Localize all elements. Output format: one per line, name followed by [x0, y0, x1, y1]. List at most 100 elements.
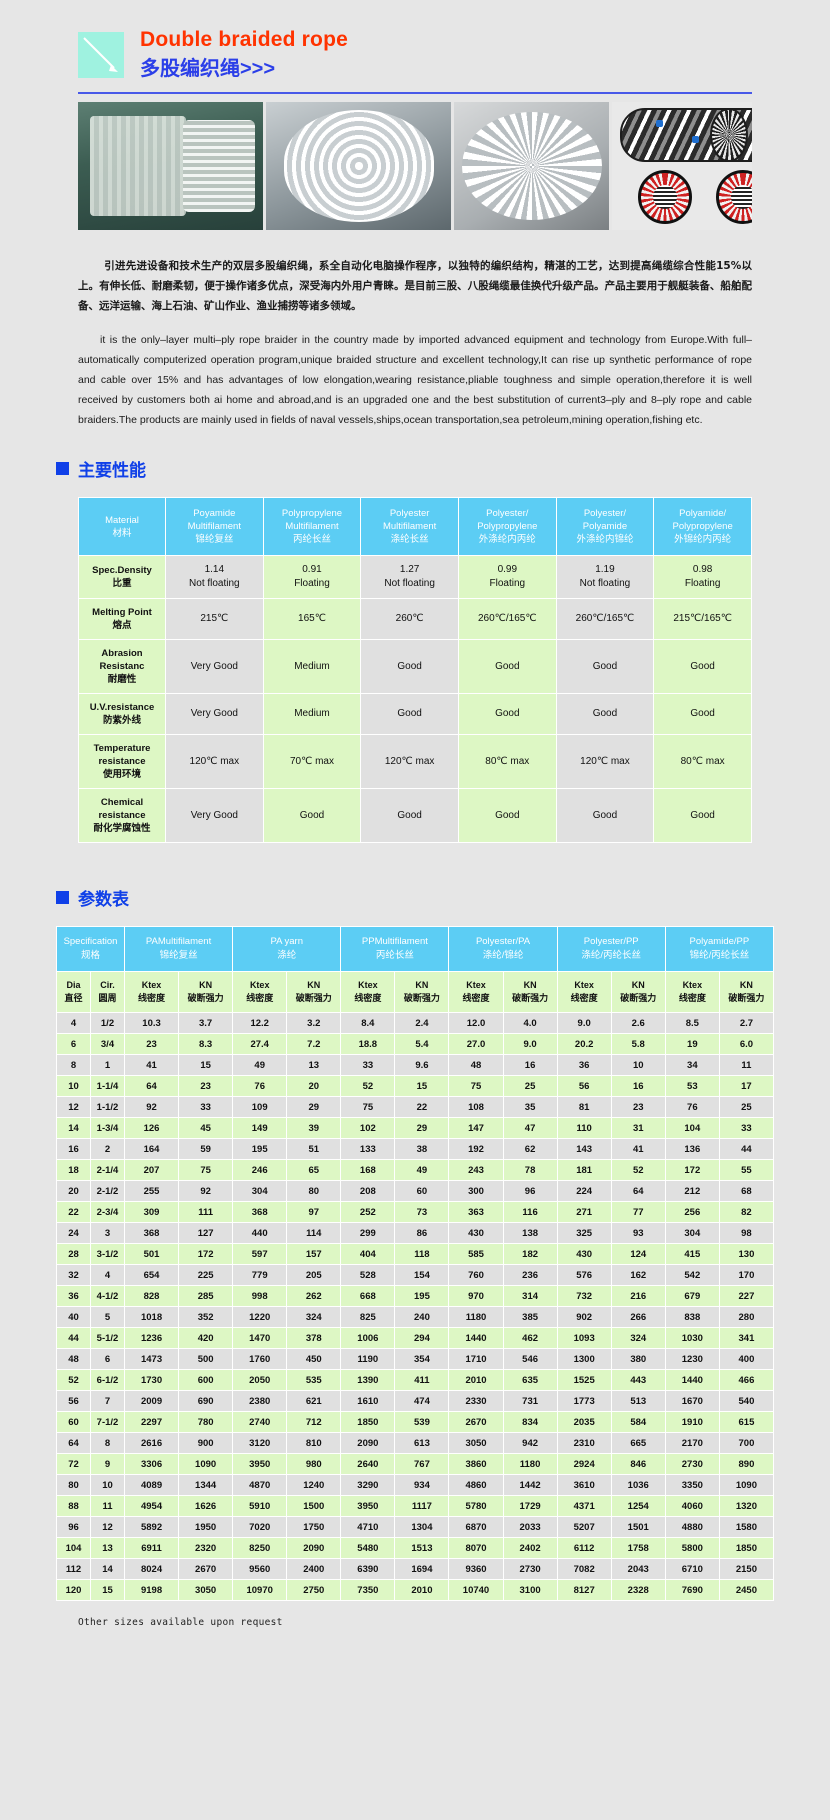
param-sub-header: Ktex 线密度: [448, 971, 504, 1013]
param-cell: 3100: [502, 1579, 558, 1601]
param-cell: 1910: [664, 1411, 720, 1433]
param-cell: 33: [178, 1096, 234, 1118]
param-cell: 18.8: [340, 1033, 396, 1055]
table-row: 28 3-1/2 501 172 597 157 404 118 585 182 430 124 415…: [56, 1243, 775, 1265]
param-cell: 81: [556, 1096, 612, 1118]
table-row: 52 6-1/2 1730 600 2050 535 1390 411 2010 635 1525 4…: [56, 1369, 775, 1391]
param-cell: 12.0: [448, 1012, 504, 1034]
perf-row-label: Abrasion Resistanc 耐磨性: [78, 639, 166, 694]
param-sub-header: KN 破断强力: [178, 971, 234, 1013]
param-cell: 2402: [502, 1537, 558, 1559]
param-cell: 12: [90, 1516, 125, 1538]
perf-cell: 215℃: [165, 598, 264, 640]
perf-cell: Good: [360, 693, 459, 735]
param-cell: 92: [123, 1096, 180, 1118]
param-cell: 246: [232, 1159, 288, 1181]
page-title-cn: 多股编织绳>>>: [140, 58, 276, 80]
param-cell: 1710: [448, 1348, 504, 1370]
param-group-header: Polyester/PA 涤纶/锦纶: [448, 926, 558, 972]
param-cell: 4870: [232, 1474, 288, 1496]
param-cell: 2328: [610, 1579, 666, 1601]
param-cell: 3.7: [178, 1012, 234, 1034]
param-cell: 64: [56, 1432, 91, 1454]
white-rope-spool-photo: [266, 102, 451, 230]
param-cell: 170: [718, 1264, 775, 1286]
param-cell: 15: [178, 1054, 234, 1076]
param-cell: 208: [340, 1180, 396, 1202]
param-sub-header: KN 破断强力: [718, 971, 775, 1013]
param-cell: 300: [448, 1180, 504, 1202]
param-cell: 1018: [123, 1306, 180, 1328]
param-cell: 32: [56, 1264, 91, 1286]
param-cell: 1236: [123, 1327, 180, 1349]
param-cell: 62: [502, 1138, 558, 1160]
param-cell: 2297: [123, 1411, 180, 1433]
param-cell: 92: [178, 1180, 234, 1202]
param-cell: 810: [286, 1432, 342, 1454]
param-cell: 68: [718, 1180, 775, 1202]
param-cell: 3290: [340, 1474, 396, 1496]
param-cell: 8.3: [178, 1033, 234, 1055]
param-cell: 212: [664, 1180, 720, 1202]
param-cell: 3/4: [90, 1033, 125, 1055]
performance-table-header-row: Material 材料 Poyamide Multifilament 锦纶复丝 Polyp…: [78, 497, 752, 556]
param-cell: 2090: [340, 1432, 396, 1454]
table-row: 64 8 2616 900 3120 810 2090 613 3050 942 2310 665 21…: [56, 1432, 775, 1454]
table-row: 14 1-3/4 126 45 149 39 102 29 147 47 110 31 104 33: [56, 1117, 775, 1139]
param-cell: 2170: [664, 1432, 720, 1454]
param-cell: 309: [123, 1201, 180, 1223]
parameter-table: Specification 规格 PAMultifilament 锦纶复丝 PA yar…: [56, 926, 775, 1601]
param-cell: 1773: [556, 1390, 612, 1412]
param-cell: 3050: [448, 1432, 504, 1454]
param-cell: 35: [502, 1096, 558, 1118]
param-cell: 112: [56, 1558, 91, 1580]
param-cell: 82: [718, 1201, 775, 1223]
param-cell: 4: [56, 1012, 91, 1034]
param-cell: 207: [123, 1159, 180, 1181]
param-cell: 1030: [664, 1327, 720, 1349]
param-cell: 998: [232, 1285, 288, 1307]
perf-cell: Medium: [262, 639, 362, 694]
param-cell: 136: [664, 1138, 720, 1160]
param-cell: 5780: [448, 1495, 504, 1517]
param-cell: 665: [610, 1432, 666, 1454]
section-label: 参数表: [78, 890, 129, 910]
param-cell: 3950: [232, 1453, 288, 1475]
param-cell: 52: [340, 1075, 396, 1097]
param-cell: 540: [718, 1390, 775, 1412]
perf-cell: Good: [360, 639, 459, 694]
param-cell: 252: [340, 1201, 396, 1223]
param-cell: 450: [286, 1348, 342, 1370]
param-cell: 104: [56, 1537, 91, 1559]
param-cell: 195: [394, 1285, 450, 1307]
param-cell: 40: [56, 1306, 91, 1328]
perf-cell: 70℃ max: [262, 734, 362, 789]
param-cell: 5.4: [394, 1033, 450, 1055]
param-cell: 902: [556, 1306, 612, 1328]
param-cell: 4.0: [502, 1012, 558, 1034]
param-cell: 138: [502, 1222, 558, 1244]
param-cell: 1/2: [90, 1012, 125, 1034]
param-cell: 378: [286, 1327, 342, 1349]
perf-cell: Good: [555, 788, 655, 843]
param-cell: 266: [610, 1306, 666, 1328]
param-cell: 1090: [178, 1453, 234, 1475]
param-cell: 133: [340, 1138, 396, 1160]
param-cell: 64: [123, 1075, 180, 1097]
param-cell: 1390: [340, 1369, 396, 1391]
header-text: Double braided rope 多股编织绳>>>: [140, 28, 348, 82]
param-sub-header: Ktex 线密度: [340, 971, 396, 1013]
param-cell: 2616: [123, 1432, 180, 1454]
param-cell: 60: [56, 1411, 91, 1433]
param-cell: 15: [90, 1579, 125, 1601]
param-cell: 1190: [340, 1348, 396, 1370]
param-cell: 29: [286, 1096, 342, 1118]
param-cell: 8127: [556, 1579, 612, 1601]
param-cell: 56: [56, 1390, 91, 1412]
param-cell: 2670: [178, 1558, 234, 1580]
param-cell: 60: [394, 1180, 450, 1202]
param-cell: 114: [286, 1222, 342, 1244]
perf-col-header: Polyester/Polyamide 外涤纶内锦纶: [555, 497, 655, 556]
param-cell: 5480: [340, 1537, 396, 1559]
table-row: Melting Point 熔点 215℃ 165℃ 260℃ 260℃/165℃ 260℃…: [78, 598, 752, 640]
